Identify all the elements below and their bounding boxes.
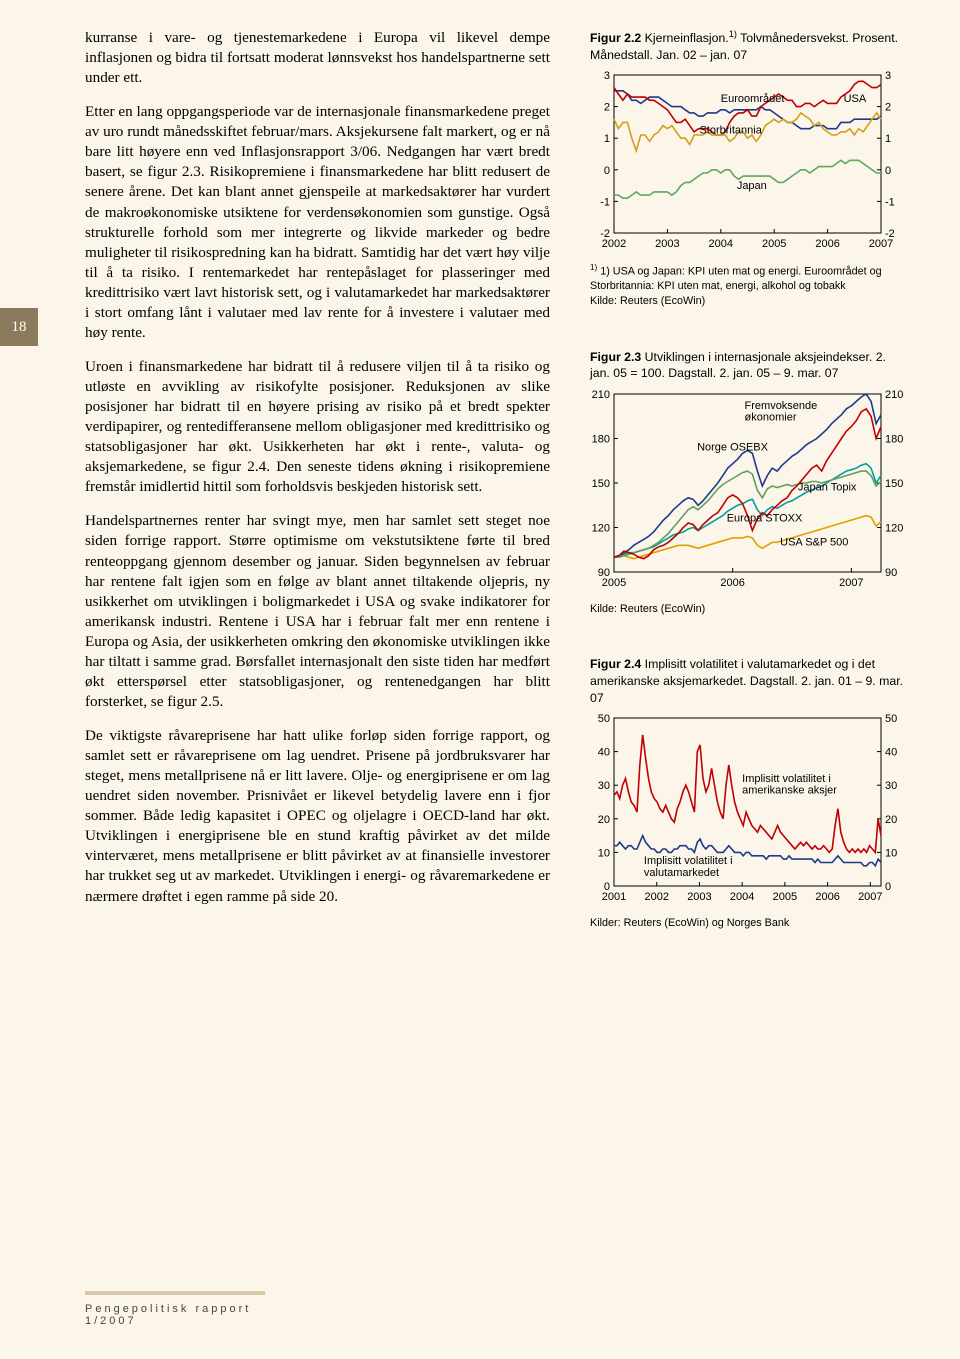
svg-text:10: 10 <box>598 847 610 859</box>
svg-text:0: 0 <box>604 165 610 177</box>
svg-text:30: 30 <box>885 780 897 792</box>
svg-text:50: 50 <box>885 713 897 725</box>
svg-text:2005: 2005 <box>773 891 797 903</box>
svg-text:20: 20 <box>598 814 610 826</box>
svg-text:2002: 2002 <box>644 891 668 903</box>
page-content: kurranse i vare- og tjenestemarkedene i … <box>85 28 905 971</box>
figure-2-3: Figur 2.3 Utviklingen i internasjonale a… <box>590 349 905 617</box>
svg-text:210: 210 <box>592 389 610 401</box>
svg-text:Japan Topix: Japan Topix <box>798 481 857 493</box>
body-text-column: kurranse i vare- og tjenestemarkedene i … <box>85 28 550 971</box>
svg-text:2004: 2004 <box>730 891 754 903</box>
svg-text:USA S&P 500: USA S&P 500 <box>780 536 848 548</box>
svg-text:30: 30 <box>598 780 610 792</box>
paragraph-1: kurranse i vare- og tjenestemarkedene i … <box>85 28 550 88</box>
svg-text:-1: -1 <box>885 197 895 209</box>
svg-text:1: 1 <box>604 133 610 145</box>
paragraph-2: Etter en lang oppgangsperiode var de int… <box>85 102 550 343</box>
paragraph-3: Uroen i finansmarkedene har bidratt til … <box>85 357 550 497</box>
svg-text:120: 120 <box>592 522 610 534</box>
page-number-tab: 18 <box>0 308 38 346</box>
figure-2-2-title: Figur 2.2 Kjerneinflasjon.1) Tolvmåneder… <box>590 28 905 63</box>
svg-text:Euroområdet: Euroområdet <box>721 93 785 105</box>
svg-text:3: 3 <box>604 70 610 82</box>
svg-text:Japan: Japan <box>737 180 767 192</box>
fig23-title-bold: Figur 2.3 <box>590 350 641 364</box>
svg-text:2003: 2003 <box>655 238 679 250</box>
svg-text:180: 180 <box>592 433 610 445</box>
fig24-title-bold: Figur 2.4 <box>590 657 641 671</box>
charts-column: Figur 2.2 Kjerneinflasjon.1) Tolvmåneder… <box>590 28 905 971</box>
figure-2-4: Figur 2.4 Implisitt volatilitet i valuta… <box>590 656 905 930</box>
figure-2-3-source: Kilde: Reuters (EcoWin) <box>590 602 905 617</box>
figure-2-3-chart: 9090120120150150180180210210200520062007… <box>590 386 905 596</box>
svg-text:2007: 2007 <box>858 891 882 903</box>
svg-text:2005: 2005 <box>602 577 626 589</box>
svg-text:120: 120 <box>885 522 903 534</box>
svg-text:180: 180 <box>885 433 903 445</box>
svg-text:150: 150 <box>592 478 610 490</box>
svg-text:Implisitt volatilitet i: Implisitt volatilitet i <box>644 855 733 867</box>
svg-text:2: 2 <box>885 102 891 114</box>
svg-text:20: 20 <box>885 814 897 826</box>
fig22-title-rest: Kjerneinflasjon. <box>641 31 729 45</box>
svg-text:2007: 2007 <box>839 577 863 589</box>
svg-text:2004: 2004 <box>709 238 733 250</box>
figure-2-4-source: Kilder: Reuters (EcoWin) og Norges Bank <box>590 916 905 931</box>
svg-text:2005: 2005 <box>762 238 786 250</box>
svg-text:90: 90 <box>885 567 897 579</box>
svg-text:2006: 2006 <box>720 577 744 589</box>
svg-text:40: 40 <box>598 747 610 759</box>
svg-text:10: 10 <box>885 847 897 859</box>
svg-text:amerikanske aksjer: amerikanske aksjer <box>742 785 837 797</box>
svg-text:3: 3 <box>885 70 891 82</box>
svg-text:-1: -1 <box>600 197 610 209</box>
figure-2-3-title: Figur 2.3 Utviklingen i internasjonale a… <box>590 349 905 382</box>
svg-text:Norge OSEBX: Norge OSEBX <box>697 441 769 453</box>
fig22-title-bold: Figur 2.2 <box>590 31 641 45</box>
fig22-title-sup: 1) <box>729 29 737 39</box>
figure-2-2-source: Kilde: Reuters (EcoWin) <box>590 295 705 307</box>
paragraph-4: Handelspartnernes renter har svingt mye,… <box>85 511 550 712</box>
svg-text:50: 50 <box>598 713 610 725</box>
svg-text:2001: 2001 <box>602 891 626 903</box>
figure-2-2-footnote: 1) 1) USA og Japan: KPI uten mat og ener… <box>590 263 905 308</box>
svg-text:1: 1 <box>885 133 891 145</box>
paragraph-5: De viktigste råvareprisene har hatt ulik… <box>85 726 550 907</box>
svg-text:2007: 2007 <box>869 238 893 250</box>
svg-text:2006: 2006 <box>815 891 839 903</box>
figure-2-2-chart: -2-2-1-100112233200220032004200520062007… <box>590 67 905 257</box>
figure-2-2: Figur 2.2 Kjerneinflasjon.1) Tolvmåneder… <box>590 28 905 309</box>
svg-text:USA: USA <box>844 93 867 105</box>
svg-text:2003: 2003 <box>687 891 711 903</box>
svg-text:Fremvoksende: Fremvoksende <box>745 400 818 412</box>
svg-text:210: 210 <box>885 389 903 401</box>
svg-text:valutamarkedet: valutamarkedet <box>644 867 719 879</box>
page-footer: Pengepolitisk rapport 1/2007 <box>85 1291 265 1327</box>
svg-text:0: 0 <box>885 881 891 893</box>
svg-text:Europa STOXX: Europa STOXX <box>727 512 803 524</box>
svg-text:150: 150 <box>885 478 903 490</box>
figure-2-4-title: Figur 2.4 Implisitt volatilitet i valuta… <box>590 656 905 706</box>
svg-text:2006: 2006 <box>815 238 839 250</box>
svg-text:Storbritannia: Storbritannia <box>699 125 762 137</box>
svg-text:Implisitt volatilitet i: Implisitt volatilitet i <box>742 773 831 785</box>
svg-text:økonomier: økonomier <box>745 411 797 423</box>
figure-2-4-chart: 0010102020303040405050200120022003200420… <box>590 710 905 910</box>
svg-text:40: 40 <box>885 747 897 759</box>
svg-text:0: 0 <box>885 165 891 177</box>
svg-text:2: 2 <box>604 102 610 114</box>
svg-text:2002: 2002 <box>602 238 626 250</box>
